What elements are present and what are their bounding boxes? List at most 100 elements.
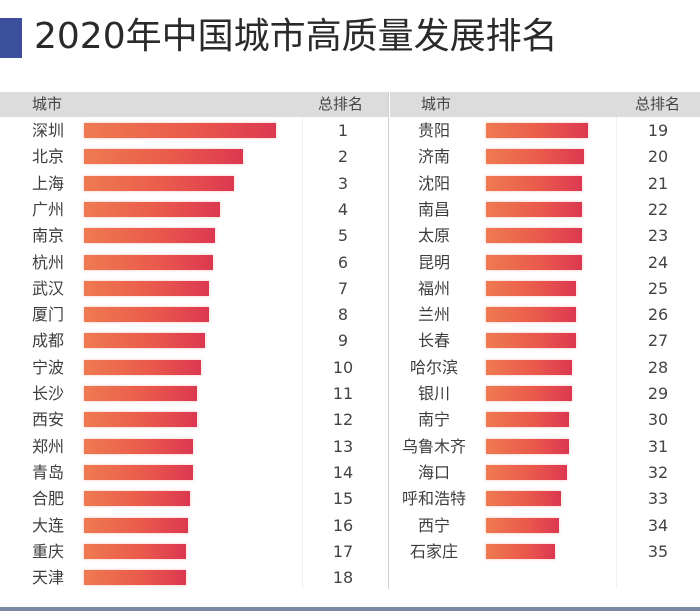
rank-label: 12 (332, 410, 354, 430)
rank-label: 24 (647, 252, 669, 272)
rank-label: 22 (647, 199, 669, 219)
bar-宁波 (84, 359, 202, 375)
city-label: 宁波 (32, 357, 65, 377)
city-label: 兰州 (417, 305, 450, 325)
city-label: 武汉 (32, 278, 65, 298)
dotted-separator-right (616, 117, 617, 589)
rank-label: 18 (332, 568, 354, 588)
bar-武汉 (84, 280, 209, 296)
city-label: 贵阳 (417, 121, 450, 140)
bar-北京 (84, 149, 244, 165)
bar-厦门 (84, 307, 209, 323)
bar-西安 (84, 412, 198, 428)
table-row: 贵阳 19 (0, 118, 700, 144)
bar-上海 (84, 175, 234, 191)
rank-label: 13 (332, 436, 354, 456)
bar-成都 (84, 333, 205, 349)
column-divider (388, 92, 389, 589)
bar-青岛 (84, 464, 194, 480)
header-city-right: 城市 (421, 95, 452, 113)
table-row: 南宁 30 (0, 407, 700, 433)
rank-label: 16 (332, 515, 354, 535)
table-row: 合肥 15 (0, 486, 700, 512)
rank-label: 21 (647, 173, 669, 193)
table-row: 长沙 11 (0, 381, 700, 407)
table-row: 福州 25 (0, 276, 700, 302)
city-label: 北京 (32, 147, 65, 167)
city-label: 青岛 (32, 462, 65, 482)
bar-乌鲁木齐 (486, 438, 569, 454)
bar-长沙 (84, 386, 198, 401)
bar-大连 (84, 517, 188, 533)
bar-沈阳 (486, 175, 582, 191)
city-label: 太原 (417, 226, 450, 246)
city-label: 沈阳 (417, 173, 450, 193)
table-row: 西安 12 (0, 407, 700, 433)
rank-label: 15 (332, 489, 354, 509)
rank-label: 20 (647, 147, 669, 167)
table-header-left: 城市 总排名 (0, 92, 388, 117)
rank-label: 4 (337, 199, 349, 219)
table-header-right: 城市 总排名 (390, 92, 700, 117)
bar-呼和浩特 (486, 491, 561, 507)
bottom-border (0, 607, 700, 611)
rank-label: 11 (332, 384, 354, 403)
bar-南昌 (486, 201, 582, 217)
city-label: 长春 (417, 331, 450, 351)
rank-label: 33 (647, 489, 669, 509)
bar-重庆 (84, 543, 186, 559)
table-row: 太原 23 (0, 223, 700, 249)
city-label: 昆明 (417, 252, 450, 272)
rank-label: 35 (647, 541, 669, 561)
table-row: 武汉 7 (0, 276, 700, 302)
dotted-separator-left (302, 117, 303, 589)
bar-长春 (486, 333, 577, 349)
bar-杭州 (84, 254, 213, 270)
city-label: 重庆 (32, 541, 65, 561)
rank-label: 1 (337, 121, 349, 140)
header-rank-right: 总排名 (635, 95, 681, 113)
table-row: 宁波 10 (0, 355, 700, 381)
rank-label: 31 (647, 436, 669, 456)
bar-银川 (486, 386, 573, 401)
rank-label: 32 (647, 462, 669, 482)
table-row: 长春 27 (0, 328, 700, 354)
table-row: 郑州 13 (0, 434, 700, 460)
city-label: 郑州 (32, 436, 65, 456)
rank-label: 3 (337, 173, 349, 193)
bar-海口 (486, 464, 567, 480)
bar-济南 (486, 149, 584, 165)
bar-兰州 (486, 307, 577, 323)
rank-label: 8 (337, 305, 349, 325)
header-city-left: 城市 (32, 95, 63, 113)
table-row: 重庆 17 (0, 539, 700, 565)
bar-南宁 (486, 412, 569, 428)
city-label: 石家庄 (409, 541, 458, 561)
table-row: 青岛 14 (0, 460, 700, 486)
title-accent-block (0, 18, 22, 58)
city-label: 海口 (417, 462, 450, 482)
city-label: 深圳 (32, 121, 65, 140)
bar-太原 (486, 228, 582, 244)
table-row: 沈阳 21 (0, 171, 700, 197)
rank-label: 23 (647, 226, 669, 246)
city-label: 合肥 (32, 489, 65, 509)
city-label: 西安 (32, 410, 65, 430)
page-title: 2020年中国城市高质量发展排名 (34, 16, 558, 57)
bar-广州 (84, 201, 221, 217)
table-row: 乌鲁木齐 31 (0, 434, 700, 460)
bar-深圳 (84, 123, 276, 138)
rank-label: 29 (647, 384, 669, 403)
rank-label: 5 (337, 226, 349, 246)
table-row: 西宁 34 (0, 513, 700, 539)
rank-label: 25 (647, 278, 669, 298)
table-row: 深圳 1 (0, 118, 700, 144)
rank-label: 10 (332, 357, 354, 377)
table-row: 海口 32 (0, 460, 700, 486)
rank-label: 30 (647, 410, 669, 430)
table-row: 南京 5 (0, 223, 700, 249)
city-label: 长沙 (32, 384, 65, 403)
rank-label: 7 (337, 278, 349, 298)
table-row: 南昌 22 (0, 197, 700, 223)
city-label: 广州 (32, 199, 65, 219)
